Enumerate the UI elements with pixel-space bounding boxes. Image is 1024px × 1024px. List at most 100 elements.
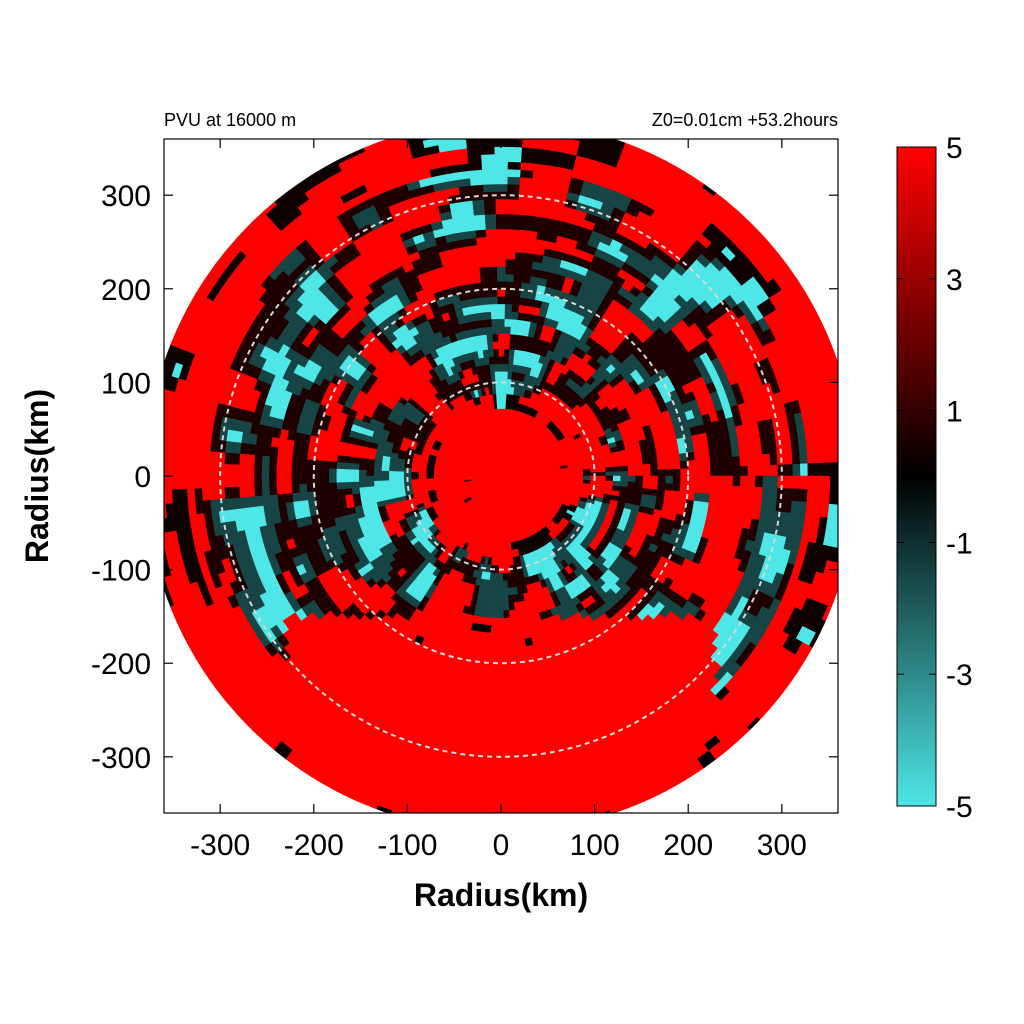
heatmap-cell	[498, 572, 504, 582]
heatmap-cell	[496, 288, 506, 297]
heatmap-cell	[717, 466, 727, 477]
heatmap-cell	[503, 348, 510, 357]
heatmap-cell	[495, 228, 507, 237]
heatmap-cell	[672, 482, 681, 492]
heatmap-cell	[276, 447, 286, 459]
heatmap-cell	[710, 466, 719, 477]
heatmap-cell	[487, 684, 497, 694]
heatmap-cell	[512, 669, 523, 679]
heatmap-cell	[626, 486, 636, 494]
heatmap-cell	[717, 484, 726, 496]
heatmap-cell	[495, 542, 500, 552]
heatmap-cell	[298, 475, 307, 485]
heatmap-cell	[358, 475, 367, 483]
heatmap-cell	[291, 492, 301, 503]
heatmap-cell	[695, 467, 704, 477]
heatmap-cell	[505, 699, 516, 709]
heatmap-cell	[487, 266, 498, 275]
heatmap-cell	[724, 485, 734, 496]
heatmap-cell	[499, 543, 503, 552]
heatmap-cell	[503, 310, 512, 320]
heatmap-cell	[495, 715, 507, 724]
heatmap-cell	[498, 385, 504, 394]
heatmap-cell	[716, 493, 726, 505]
heatmap-cell	[497, 602, 505, 612]
heatmap-cell	[497, 303, 505, 312]
heatmap-cell	[619, 485, 629, 493]
heatmap-cell	[664, 454, 673, 463]
heatmap-cell	[498, 558, 504, 567]
heatmap-cell	[521, 267, 532, 277]
heatmap-cell	[746, 454, 756, 467]
heatmap-cell	[336, 461, 345, 470]
heatmap-cell	[731, 455, 741, 467]
heatmap-cell	[634, 481, 644, 489]
heatmap-cell	[508, 475, 517, 477]
heatmap-cell	[612, 475, 622, 482]
heatmap-cell	[498, 363, 504, 372]
heatmap-cell	[545, 475, 554, 479]
heatmap-cell	[485, 236, 497, 245]
heatmap-cell	[518, 646, 528, 656]
heatmap-cell	[738, 495, 748, 508]
heatmap-cell	[671, 453, 681, 462]
heatmap-cell	[485, 228, 497, 238]
heatmap-cell	[498, 370, 504, 380]
heatmap-cell	[620, 480, 629, 488]
heatmap-cell	[664, 482, 674, 491]
heatmap-cell	[298, 467, 307, 477]
heatmap-cell	[321, 460, 330, 470]
heatmap-cell	[497, 310, 505, 320]
heatmap-cell	[478, 676, 489, 686]
heatmap-cell	[627, 480, 637, 488]
heatmap-cell	[503, 325, 511, 335]
heatmap-cell	[474, 229, 487, 239]
heatmap-cell	[514, 699, 526, 709]
heatmap-cell	[418, 468, 427, 474]
heatmap-cell	[597, 471, 607, 477]
heatmap-cell	[479, 609, 488, 618]
heatmap-cell	[649, 481, 659, 490]
heatmap-cell	[627, 475, 637, 482]
heatmap-cell	[716, 447, 726, 459]
heatmap-cell	[670, 497, 680, 507]
heatmap-cell	[496, 535, 501, 544]
heatmap-cell	[505, 684, 515, 694]
heatmap-cell	[283, 457, 293, 468]
heatmap-cell	[505, 228, 517, 238]
heatmap-cell	[575, 478, 584, 484]
heatmap-cell	[478, 266, 489, 276]
heatmap-cell	[425, 472, 435, 477]
heatmap-cell	[305, 475, 315, 485]
heatmap-cell	[732, 475, 741, 487]
heatmap-cell	[313, 459, 323, 469]
heatmap-cell	[358, 469, 367, 477]
heatmap-cell	[322, 445, 332, 455]
heatmap-cell	[505, 243, 516, 253]
heatmap-cell	[476, 631, 485, 641]
heatmap-cell	[504, 266, 515, 275]
heatmap-cell	[516, 221, 528, 231]
heatmap-cell	[503, 587, 509, 597]
heatmap-cell	[489, 295, 498, 305]
heatmap-cell	[253, 475, 262, 487]
heatmap-cell	[467, 252, 479, 262]
heatmap-cell	[313, 467, 322, 477]
heatmap-cell	[496, 295, 506, 305]
heatmap-cell	[502, 385, 507, 395]
heatmap-cell	[313, 475, 322, 485]
heatmap-cell	[470, 267, 481, 277]
heatmap-cell	[321, 482, 330, 492]
heatmap-cell	[511, 296, 521, 306]
heatmap-cell	[612, 485, 621, 492]
heatmap-cell	[358, 463, 368, 471]
heatmap-cell	[730, 495, 741, 507]
heatmap-cell	[511, 654, 521, 664]
heatmap-cell	[515, 326, 524, 336]
heatmap-cell	[448, 473, 457, 477]
heatmap-cell	[510, 303, 520, 313]
heatmap-cell	[635, 469, 644, 477]
heatmap-cell	[395, 475, 405, 481]
heatmap-cell	[516, 319, 525, 329]
heatmap-cell	[344, 449, 354, 458]
